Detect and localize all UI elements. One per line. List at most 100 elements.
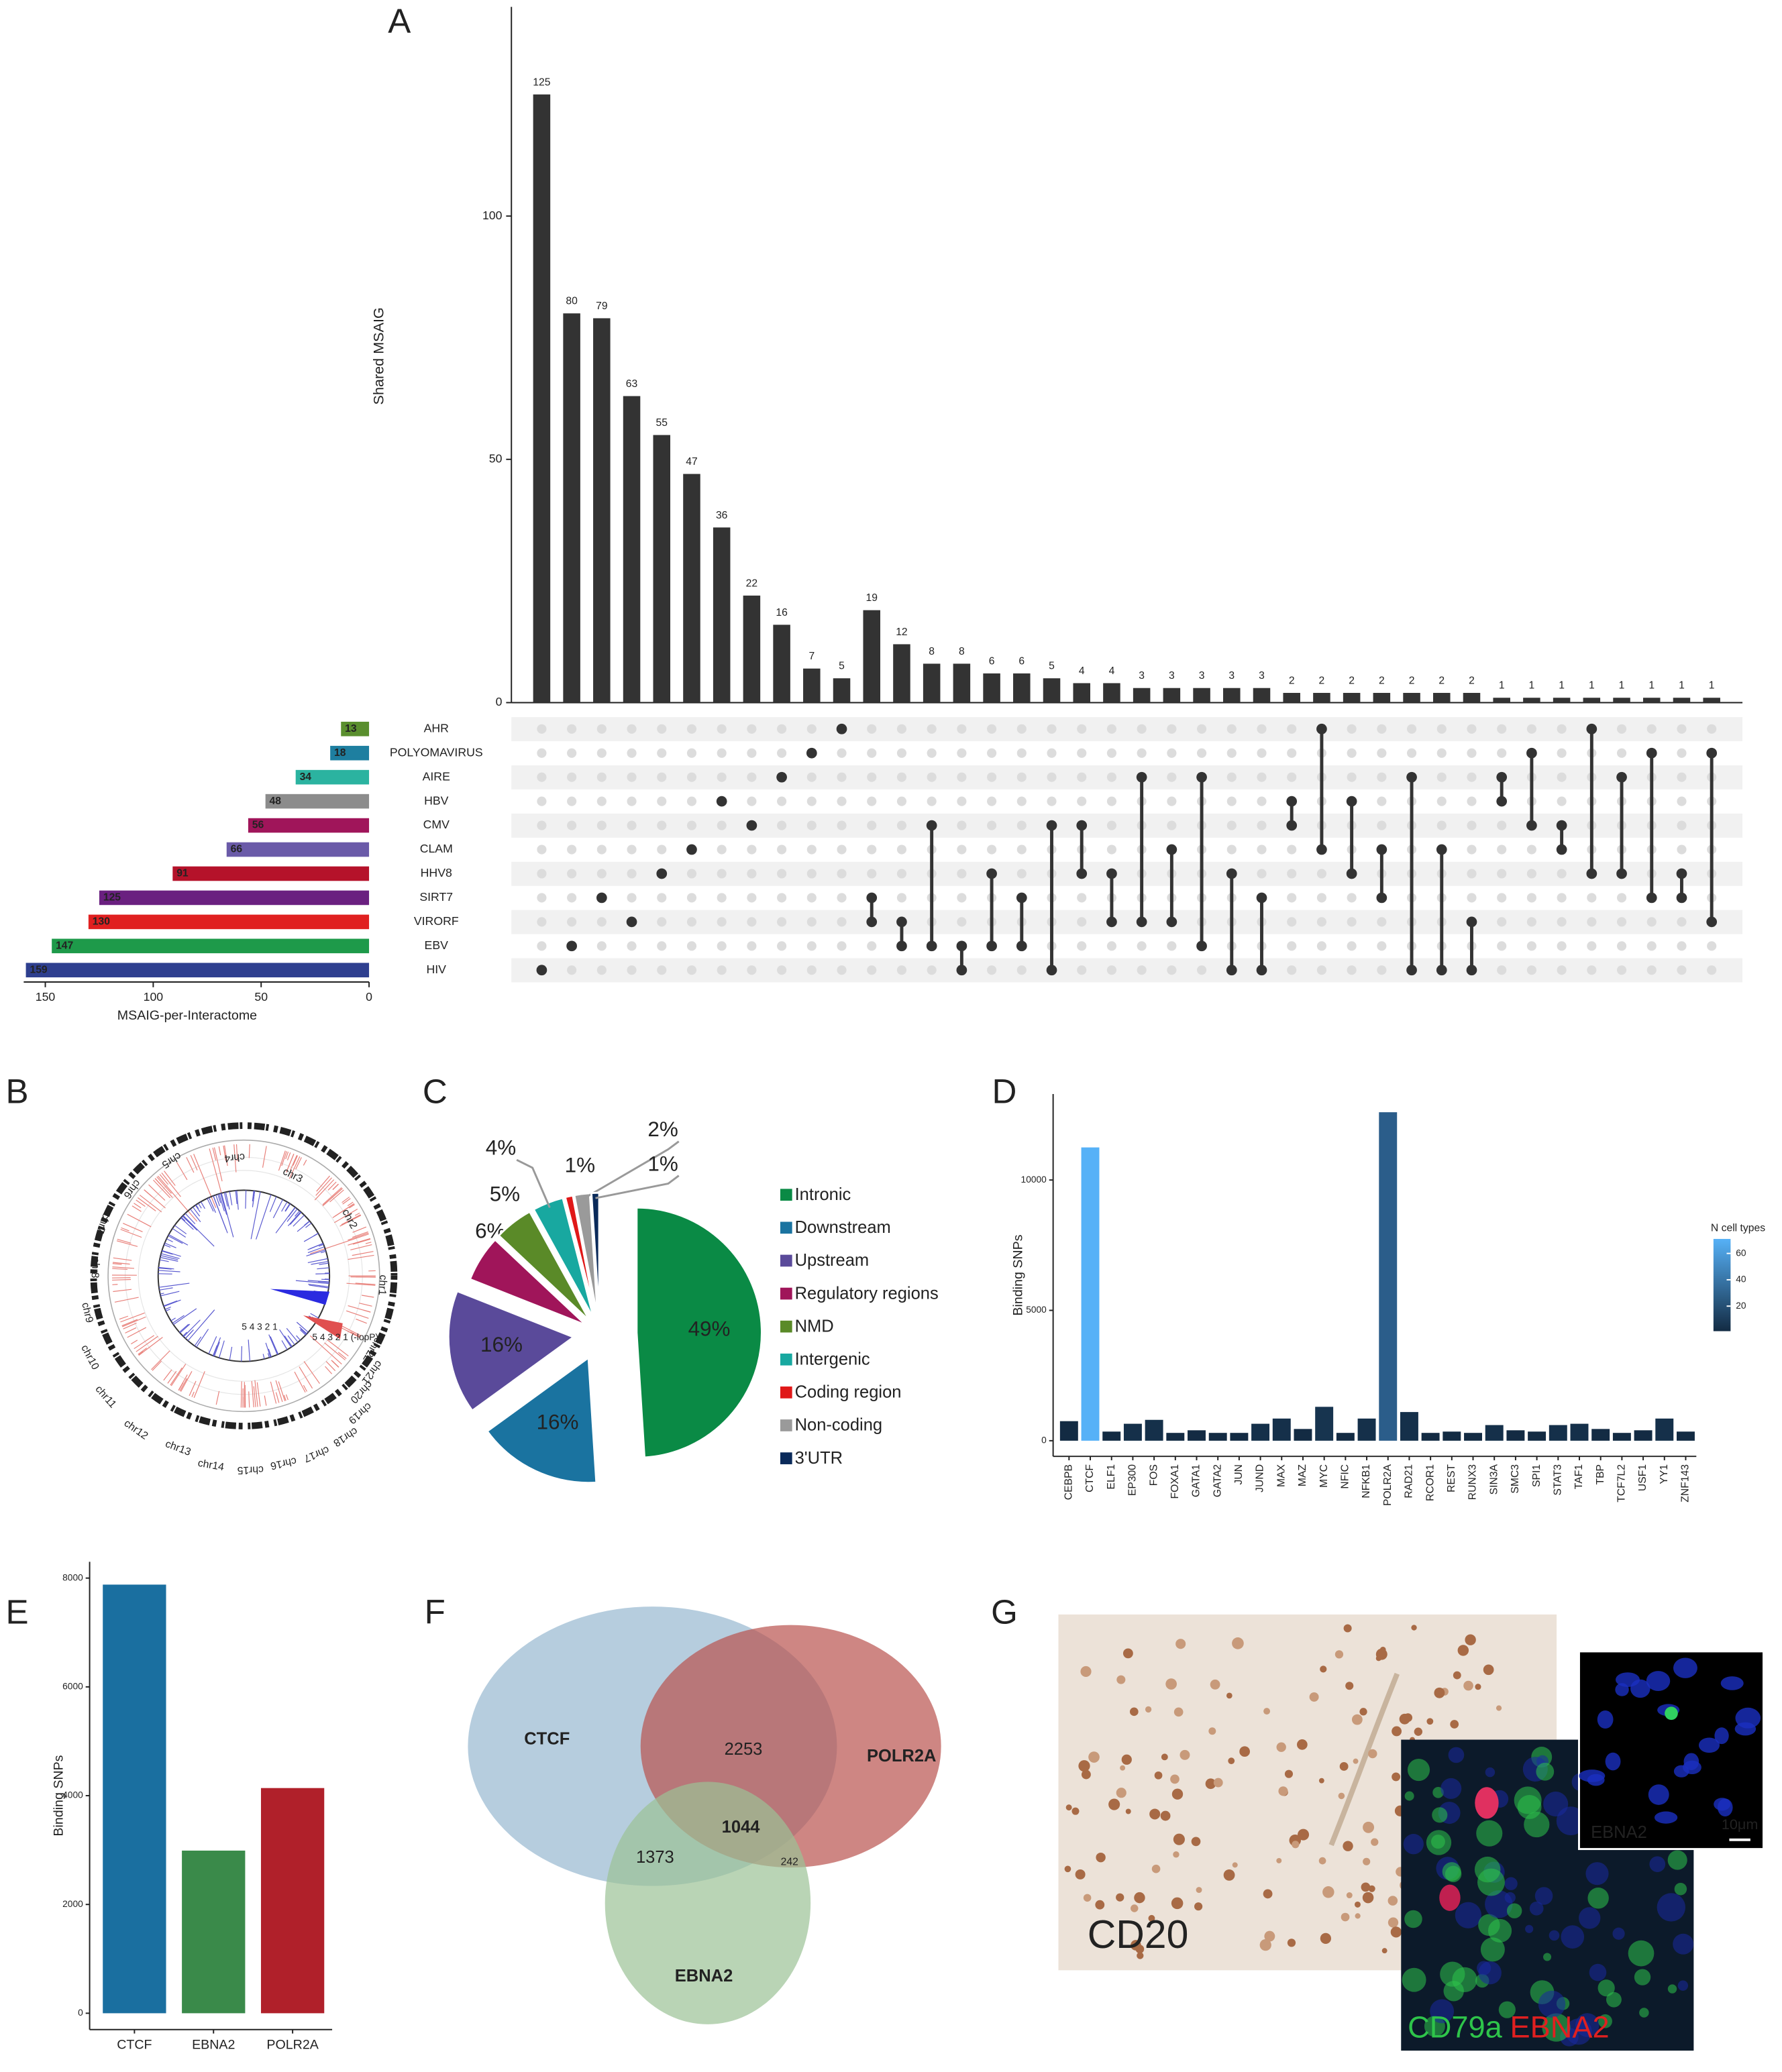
if-signal — [1657, 1893, 1686, 1922]
blue-spike — [279, 1329, 292, 1348]
matrix-dot — [1256, 892, 1267, 904]
matrix-dot-empty — [1016, 869, 1027, 879]
blue-spike — [173, 1308, 197, 1325]
set-name: CMV — [423, 818, 450, 831]
red-spike — [324, 1342, 346, 1361]
red-spike — [278, 1381, 286, 1401]
ihc-cell — [1287, 1939, 1296, 1947]
set-size-label: 18 — [334, 747, 346, 759]
blue-spike — [218, 1340, 225, 1358]
ihc-cell — [1065, 1804, 1072, 1811]
bar — [1493, 698, 1510, 703]
red-spike — [348, 1305, 371, 1313]
matrix-dot — [1046, 820, 1057, 831]
red-spike — [303, 1361, 320, 1384]
ihc-cell — [1175, 1639, 1186, 1649]
set-name: POLYOMAVIRUS — [390, 745, 483, 759]
blue-spike — [208, 1336, 217, 1354]
ihc-cell — [1259, 1939, 1271, 1951]
matrix-dot-empty — [1167, 748, 1177, 758]
slice-label: 2% — [647, 1117, 678, 1141]
blue-spike — [223, 1192, 228, 1207]
matrix-dot-empty — [896, 748, 907, 758]
red-spike — [176, 1162, 188, 1181]
ihc-cell — [1116, 1788, 1126, 1798]
matrix-dot-empty — [806, 772, 817, 782]
matrix-dot-empty — [1557, 796, 1567, 806]
matrix-dot-empty — [1047, 772, 1057, 782]
venn-count: 2253 — [725, 1740, 763, 1759]
red-spike — [310, 1234, 369, 1254]
matrix-dot-empty — [1616, 893, 1627, 903]
matrix-dot-empty — [1497, 917, 1507, 927]
matrix-dot-empty — [1526, 724, 1536, 734]
blue-spike — [174, 1225, 187, 1235]
matrix-dot-empty — [837, 941, 847, 951]
inset-nucleus — [1673, 1657, 1697, 1678]
matrix-dot-empty — [1377, 941, 1387, 951]
bar — [1357, 1418, 1376, 1441]
pie-slice — [573, 1192, 599, 1319]
if-signal — [1476, 1820, 1503, 1847]
matrix-dot-empty — [896, 844, 907, 855]
matrix-dot-empty — [957, 917, 967, 927]
red-spike — [256, 1382, 261, 1407]
matrix-dot-empty — [1167, 796, 1177, 806]
matrix-dot-empty — [747, 869, 757, 879]
x-tick-label: RUNX3 — [1467, 1464, 1479, 1500]
slice-label: 16% — [480, 1333, 523, 1356]
chromosome-label: chr16 — [269, 1455, 297, 1472]
blue-spike — [265, 1342, 271, 1358]
blue-spike — [269, 1196, 277, 1212]
bar-label: 55 — [656, 417, 668, 429]
if-signal — [1589, 1963, 1607, 1981]
matrix-dot-empty — [686, 941, 697, 951]
bar — [1523, 698, 1540, 703]
bar — [1251, 1423, 1270, 1441]
matrix-dot-empty — [896, 796, 907, 806]
if-signal — [1556, 1806, 1585, 1836]
red-spike — [123, 1322, 137, 1329]
matrix-dot — [1106, 916, 1117, 928]
matrix-dot-empty — [837, 772, 847, 782]
matrix-dot-empty — [747, 893, 757, 903]
ihc-vessel — [1328, 1672, 1400, 1847]
bar — [1403, 692, 1420, 703]
ihc-cell — [1338, 1792, 1345, 1800]
ihc-cell — [1276, 1857, 1282, 1863]
bar-label: 2 — [1469, 675, 1475, 686]
bar-label: 5 — [1049, 661, 1055, 672]
matrix-dot-empty — [1257, 724, 1267, 734]
set-name: EBV — [425, 938, 449, 952]
red-spike — [332, 1183, 339, 1190]
matrix-dot-empty — [1557, 941, 1567, 951]
blue-spike — [229, 1191, 233, 1205]
if-signal — [1452, 1967, 1477, 1993]
ihc-cell — [1284, 1769, 1294, 1778]
ihc-cell — [1180, 1749, 1190, 1760]
bar — [1081, 1147, 1100, 1441]
x-tick-label: CTCF — [117, 2037, 152, 2052]
matrix-dot — [1316, 723, 1327, 734]
blue-spike — [287, 1211, 301, 1227]
blue-spike — [168, 1235, 183, 1244]
blue-spike — [159, 1259, 169, 1262]
ihc-cell — [1129, 1707, 1139, 1716]
bar-label: 47 — [686, 456, 697, 468]
matrix-dot-empty — [1646, 965, 1657, 975]
bar — [713, 527, 731, 703]
red-spike — [294, 1371, 306, 1393]
bar — [1549, 1425, 1567, 1441]
matrix-dot-empty — [1587, 965, 1597, 975]
blue-spike — [179, 1323, 191, 1333]
x-tick-label: EP300 — [1127, 1464, 1139, 1496]
bar — [1230, 1433, 1249, 1441]
x-tick-label: YY1 — [1659, 1464, 1670, 1484]
bar — [1443, 1431, 1461, 1441]
bar-label: 2 — [1289, 675, 1295, 686]
y-tick-label: 50 — [489, 451, 503, 465]
ihc-cell — [1355, 1913, 1361, 1919]
red-spike — [218, 1146, 221, 1156]
chromosome-label: chr19 — [346, 1400, 374, 1425]
matrix-dot-empty — [1377, 748, 1387, 758]
